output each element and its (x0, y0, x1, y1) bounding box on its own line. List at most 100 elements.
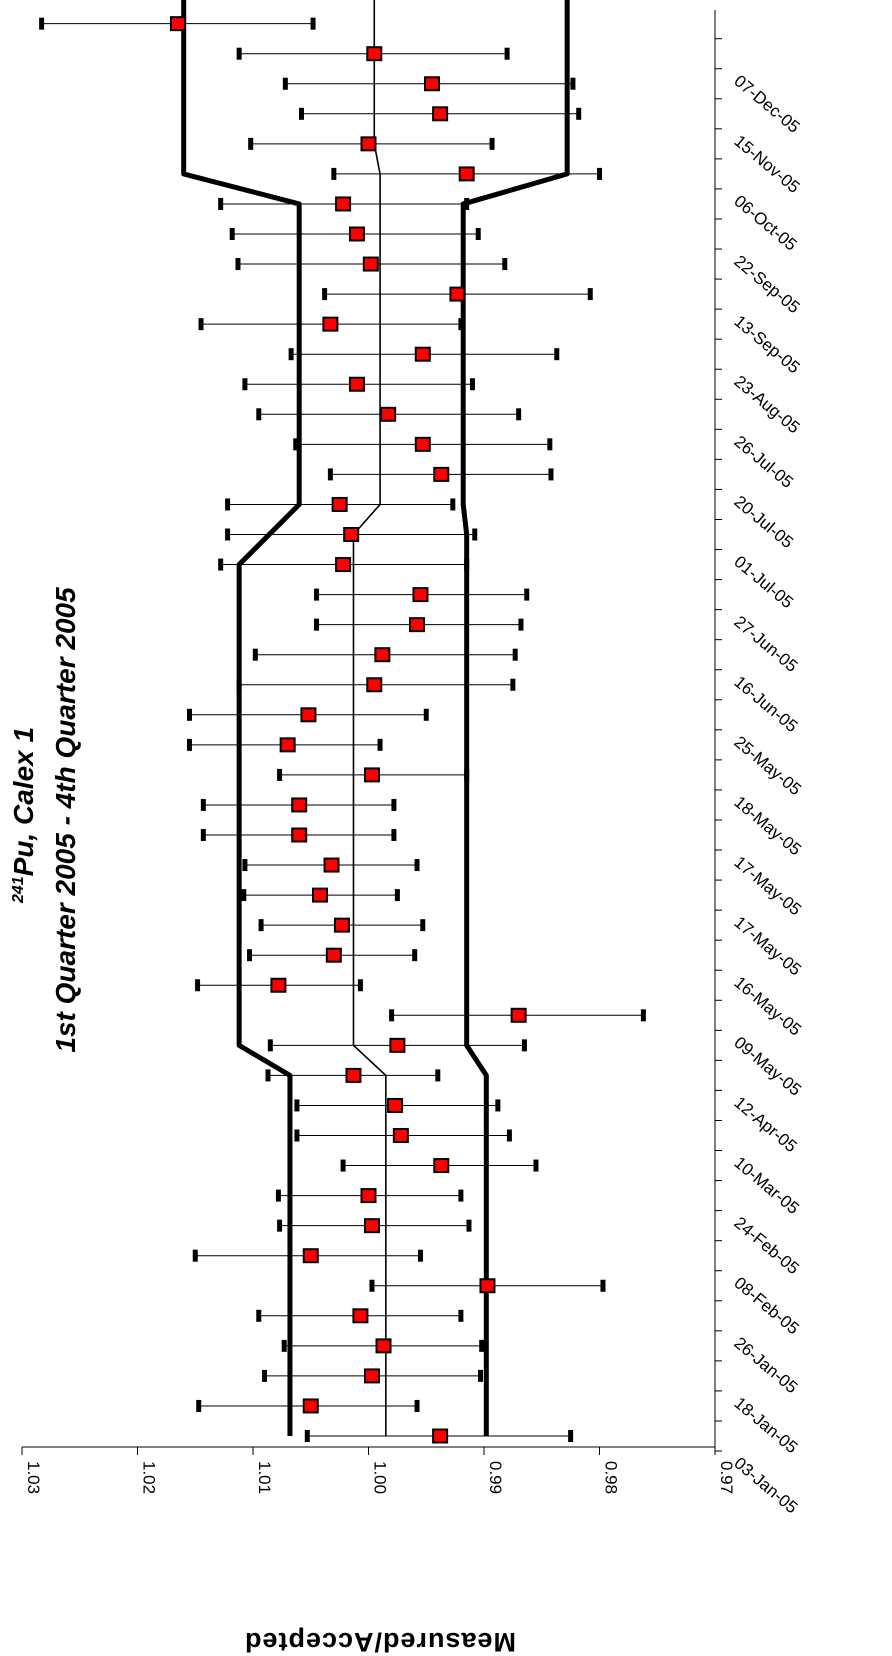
error-bar-cap (464, 768, 470, 781)
date-tick-label: 03-Jan-05 (730, 1454, 801, 1518)
y-axis-label: Measured/Accepted (244, 1627, 516, 1656)
data-point (432, 1428, 449, 1444)
data-point (387, 1097, 404, 1113)
data-point (432, 106, 449, 122)
date-tick-label: 01-Jul-05 (730, 552, 797, 612)
error-bar-cap (506, 1129, 512, 1142)
error-bar-cap (389, 1009, 395, 1022)
value-tick-label: 1.00 (371, 1461, 390, 1494)
data-point (335, 557, 352, 573)
date-tick-label: 07-Dec-05 (730, 71, 803, 137)
data-point (392, 1128, 409, 1143)
value-tick-label: 1.01 (255, 1461, 274, 1494)
error-bar-cap (516, 408, 522, 421)
title-main: Pu, Calex 1 (8, 727, 39, 876)
error-bar-cap (576, 107, 582, 120)
data-point (291, 797, 308, 813)
error-bar-cap (225, 528, 231, 541)
error-bar-cap (258, 919, 264, 932)
date-tick-label: 16-May-05 (730, 973, 804, 1040)
chart-title-line2: 1st Quarter 2005 - 4th Quarter 2005 (50, 587, 81, 1053)
error-bar-cap (478, 1369, 484, 1382)
date-tick-label: 23-Aug-05 (730, 372, 803, 438)
data-point (374, 647, 391, 663)
date-tick-label: 06-Oct-05 (730, 191, 800, 254)
date-tick-label: 25-May-05 (730, 732, 804, 799)
error-bar-cap (277, 768, 283, 781)
error-bar-cap (198, 318, 204, 331)
data-point (360, 136, 377, 152)
data-point (279, 737, 296, 753)
chart-title: 241Pu, Calex 1 1st Quarter 2005 - 4th Qu… (8, 587, 81, 1053)
data-point (302, 1248, 319, 1264)
error-bar-cap (533, 1159, 539, 1172)
value-tick-label: 0.97 (717, 1461, 736, 1494)
date-tick-label: 27-Jun-05 (730, 612, 801, 676)
error-bar-cap (288, 348, 294, 361)
error-bar-cap (294, 1129, 300, 1142)
data-point (363, 767, 380, 783)
data-point (333, 917, 350, 933)
error-bar-cap (420, 919, 426, 932)
error-bar-cap (502, 258, 508, 271)
axes: 0.970.980.991.001.011.021.03 03-Jan-0518-… (21, 10, 805, 1518)
error-bar-cap (242, 378, 248, 391)
error-bar-cap (186, 738, 192, 751)
data-point (325, 947, 342, 963)
data-point (433, 1158, 450, 1174)
error-bar-cap (412, 949, 418, 962)
error-bar-cap (293, 438, 299, 451)
value-tick-label: 1.02 (140, 1461, 159, 1494)
error-bar-cap (450, 498, 456, 511)
data-point (363, 1368, 380, 1384)
error-bar-cap (587, 288, 593, 301)
date-tick-label: 08-Feb-05 (730, 1273, 802, 1338)
data-markers (169, 16, 527, 1444)
data-point (352, 1308, 369, 1324)
error-bar-cap (225, 498, 231, 511)
date-tick-label: 13-Sep-05 (730, 312, 803, 378)
data-point (366, 677, 383, 693)
error-bar-cap (495, 1099, 501, 1112)
error-bar-cap (464, 558, 470, 571)
chart-title-line1: 241Pu, Calex 1 (8, 727, 39, 904)
error-bar-cap (570, 77, 576, 90)
data-point (449, 286, 466, 302)
error-bar-cap (423, 708, 429, 721)
date-tick-label: 17-May-05 (730, 913, 804, 980)
error-bar-cap (229, 228, 235, 240)
data-point (169, 16, 186, 32)
error-bar-cap (310, 17, 316, 30)
date-tick-label: 26-Jul-05 (730, 432, 797, 492)
error-bar-cap (510, 678, 516, 691)
date-tick-label: 10-Mar-05 (730, 1153, 802, 1218)
date-tick-label: 17-May-05 (730, 853, 804, 920)
error-bar-cap (281, 1339, 287, 1352)
data-point (291, 827, 308, 843)
error-bar-cap (265, 1069, 271, 1082)
error-bar-cap (414, 1399, 420, 1412)
error-bar-cap (322, 288, 328, 301)
error-bar-cap (314, 588, 320, 601)
data-point (389, 1037, 406, 1053)
error-bar-cap (248, 137, 254, 150)
error-bar-cap (479, 1339, 485, 1352)
error-bar-cap (417, 1249, 423, 1262)
error-bar-cap (554, 348, 560, 361)
data-point (322, 316, 339, 332)
error-bar-cap (369, 1279, 375, 1292)
error-bar-cap (277, 1219, 283, 1232)
error-bar-cap (548, 468, 554, 481)
date-tick-label: 26-Jan-05 (730, 1333, 801, 1397)
error-bar-cap (200, 829, 206, 841)
error-bar-cap (256, 408, 262, 421)
date-tick-label: 12-Apr-05 (730, 1093, 800, 1156)
data-point (348, 376, 365, 392)
data-point (300, 707, 317, 723)
error-bar-cap (489, 137, 495, 150)
error-bar-cap (472, 528, 478, 541)
date-tick-label: 20-Jul-05 (730, 492, 797, 552)
error-bar-cap (314, 618, 320, 631)
error-bar-cap (521, 1039, 527, 1052)
error-bar-cap (458, 318, 464, 331)
